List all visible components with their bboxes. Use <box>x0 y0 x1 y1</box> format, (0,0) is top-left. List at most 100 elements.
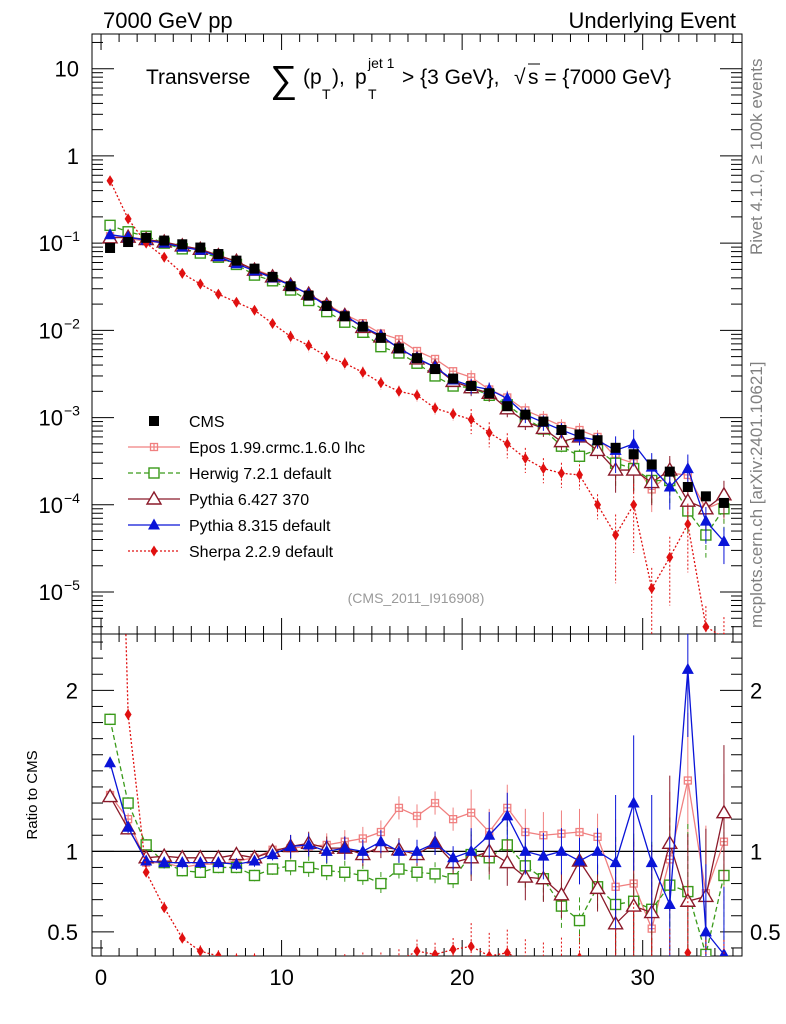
point-Pythia8 <box>627 437 640 449</box>
ratio-point-Herwig <box>122 797 134 809</box>
legend-marker-CMS <box>149 416 159 426</box>
point-Sherpa <box>702 621 710 633</box>
ratio-point-Herwig <box>375 877 387 890</box>
point-CMS <box>628 449 639 460</box>
point-Sherpa <box>251 304 258 316</box>
point-CMS <box>592 435 603 446</box>
ratio-point-Sherpa <box>377 959 384 970</box>
point-CMS <box>339 311 350 322</box>
ratio-point-Pythia8 <box>320 844 333 856</box>
point-Sherpa <box>196 278 204 290</box>
point-CMS <box>303 290 314 301</box>
point-CMS <box>574 429 585 440</box>
point-Sherpa <box>630 499 638 511</box>
point-Pythia6 <box>625 461 642 476</box>
ratio-point-Herwig <box>104 713 116 726</box>
title-s-text: s = {7000 GeV} <box>528 66 671 89</box>
ratio-point-Pythia8 <box>338 841 351 853</box>
ratio-point-Herwig <box>573 914 586 927</box>
title-pt-close: ), <box>332 66 345 89</box>
point-CMS <box>538 416 549 427</box>
ratio-point-Herwig <box>321 864 333 877</box>
ratio-point-Pythia8 <box>447 851 460 863</box>
point-CMS <box>249 263 260 274</box>
legend-item-Herwig: Herwig 7.2.1 default <box>128 466 332 483</box>
legend-label-Sherpa: Sherpa 2.2.9 default <box>189 544 334 561</box>
title-p2-sub: T <box>368 86 377 102</box>
ratio-point-Sherpa <box>702 1002 709 1013</box>
legend-label-Pythia8: Pythia 8.315 default <box>189 518 331 535</box>
series-Pythia6 <box>101 228 733 532</box>
point-Sherpa <box>178 267 186 279</box>
point-CMS <box>159 235 170 246</box>
y-tick-label: 1 <box>67 144 79 169</box>
legend-marker-Sherpa <box>150 545 158 557</box>
ratio-point-Sherpa <box>253 953 256 956</box>
ratio-point-Pythia8 <box>627 796 640 808</box>
ratio-y-tick-label-right: 2 <box>750 678 762 703</box>
point-CMS <box>321 301 332 312</box>
ratio-point-Pythia8 <box>176 856 189 868</box>
ratio-point-Pythia6 <box>589 879 606 895</box>
x-tick-label: 20 <box>450 965 474 990</box>
ratio-point-Sherpa <box>305 963 312 974</box>
title-sqrt: √ <box>514 66 526 89</box>
point-Sherpa <box>341 357 349 369</box>
point-CMS <box>267 271 278 282</box>
ratio-y-tick-label-left: 0.5 <box>47 920 78 945</box>
ratio-point-Pythia8 <box>122 820 135 832</box>
ratio-point-Pythia8 <box>591 844 604 856</box>
point-Sherpa <box>684 518 692 530</box>
point-CMS <box>484 388 495 399</box>
title-cut: > {3 GeV}, <box>402 66 500 89</box>
point-Sherpa <box>539 463 547 475</box>
legend-label-Herwig: Herwig 7.2.1 default <box>189 466 332 483</box>
point-CMS <box>412 353 422 364</box>
point-Pythia8 <box>501 392 514 404</box>
ratio-point-Pythia8 <box>519 844 532 856</box>
point-CMS <box>520 409 531 420</box>
ratio-point-Pythia8 <box>158 856 171 868</box>
ratio-point-Herwig <box>248 869 261 882</box>
ratio-point-Pythia8 <box>392 844 405 856</box>
ratio-point-Herwig <box>393 863 405 875</box>
y-tick-label: 10 <box>39 580 63 605</box>
ratio-point-Pythia8 <box>302 838 315 850</box>
point-CMS <box>195 242 206 253</box>
legend-marker-Herwig <box>148 467 160 479</box>
point-CMS <box>213 249 224 260</box>
ratio-point-Herwig <box>284 860 297 872</box>
legend-label-Epos: Epos 1.99.crmc.1.6.0 lhc <box>189 440 365 457</box>
ratio-point-Sherpa <box>503 947 511 956</box>
ratio-point-Pythia8 <box>429 836 442 848</box>
point-Sherpa <box>106 175 114 187</box>
point-Pythia8 <box>699 514 712 526</box>
legend-marker-Epos <box>149 442 159 452</box>
ratio-point-Pythia6 <box>553 886 570 901</box>
ratio-y-tick-label-left: 1 <box>66 839 78 864</box>
ratio-point-Sherpa <box>720 1002 727 1013</box>
point-Sherpa <box>160 251 168 263</box>
ratio-point-Pythia6 <box>715 804 733 819</box>
y-tick-exponent: −3 <box>64 403 80 419</box>
ratio-point-Pythia6 <box>517 868 534 883</box>
series-CMS <box>105 232 729 508</box>
point-Sherpa <box>377 377 385 389</box>
ratio-y-tick-label-left: 2 <box>66 678 78 703</box>
legend-item-Pythia8: Pythia 8.315 default <box>128 518 331 535</box>
ratio-point-Herwig <box>357 869 369 882</box>
point-CMS <box>646 459 657 470</box>
ratio-point-Sherpa <box>413 945 421 956</box>
ratio-line-Herwig <box>109 719 725 955</box>
point-Sherpa <box>269 317 277 329</box>
title-pt-sub: T <box>322 86 331 102</box>
title-pt-open: (p <box>303 66 322 89</box>
point-CMS <box>700 491 711 502</box>
ratio-point-Sherpa <box>684 947 692 956</box>
point-CMS <box>105 242 116 253</box>
point-Sherpa <box>359 366 367 378</box>
ratio-point-Herwig <box>266 863 279 875</box>
point-CMS <box>393 343 404 354</box>
y-tick-label: 10 <box>39 493 63 518</box>
ratio-point-Pythia8 <box>140 854 153 866</box>
